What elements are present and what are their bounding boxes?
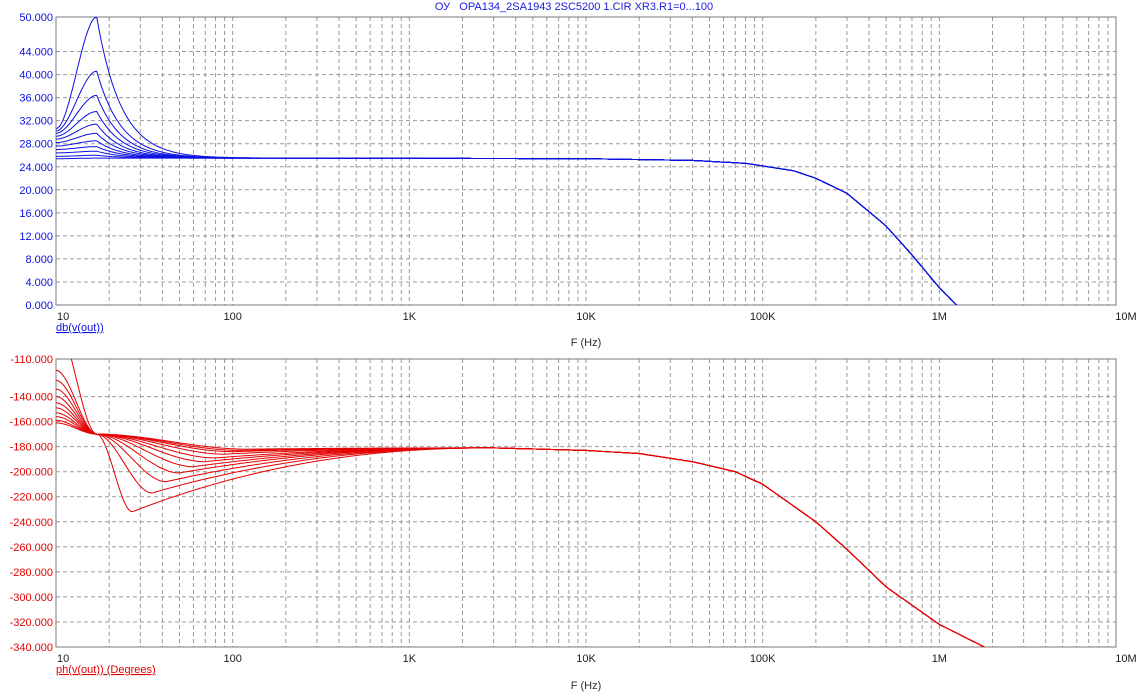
x-tick-label: 10M xyxy=(1115,653,1136,665)
y-tick-label: 8.000 xyxy=(25,254,53,266)
y-tick-label: -110.000 xyxy=(10,354,53,366)
series-line-10 xyxy=(56,154,957,305)
x-tick-label: 1K xyxy=(403,653,417,665)
series-line-11 xyxy=(56,422,985,647)
series-line-5 xyxy=(56,123,957,305)
series-line-4 xyxy=(56,111,957,305)
series-line-1 xyxy=(56,17,957,305)
y-tick-label: 36.000 xyxy=(19,93,53,105)
series-line-10 xyxy=(56,419,985,647)
y-tick-label: 16.000 xyxy=(19,208,53,220)
y-tick-label: -200.000 xyxy=(10,467,53,479)
y-axis-label: db(v(out)) xyxy=(56,322,104,334)
x-tick-label: 1M xyxy=(932,311,947,323)
series-line-1 xyxy=(70,359,985,647)
y-tick-label: -280.000 xyxy=(10,567,53,579)
chart-title: ОУ OPA134_2SA1943 2SC5200 1.CIR XR3.R1=0… xyxy=(434,1,714,13)
y-tick-label: 0.000 xyxy=(25,300,53,312)
series-line-8 xyxy=(56,146,957,305)
x-tick-label: 10 xyxy=(57,653,69,665)
series-line-4 xyxy=(56,388,985,647)
plot-frame xyxy=(55,358,1117,648)
x-tick-label: 1M xyxy=(932,653,947,665)
series-line-2 xyxy=(56,369,985,647)
series-line-2 xyxy=(56,70,957,305)
x-tick-label: 10M xyxy=(1115,311,1136,323)
x-tick-label: 100K xyxy=(750,653,776,665)
x-tick-label: 10K xyxy=(576,311,596,323)
y-tick-label: 50.000 xyxy=(19,12,53,24)
x-axis-label: F (Hz) xyxy=(571,680,602,692)
x-tick-label: 10K xyxy=(576,653,596,665)
y-tick-label: -240.000 xyxy=(10,517,53,529)
x-axis-label: F (Hz) xyxy=(571,337,602,349)
x-tick-label: 1K xyxy=(403,311,417,323)
y-tick-label: 24.000 xyxy=(19,162,53,174)
y-tick-label: -300.000 xyxy=(10,592,53,604)
series-line-7 xyxy=(56,140,957,305)
y-tick-label: -260.000 xyxy=(10,542,53,554)
series-group xyxy=(56,17,957,305)
y-tick-label: -160.000 xyxy=(10,417,53,429)
y-tick-label: -140.000 xyxy=(10,392,53,404)
y-tick-label: 28.000 xyxy=(19,139,53,151)
grid xyxy=(56,17,1116,305)
grid xyxy=(56,359,1116,647)
series-group xyxy=(56,359,985,647)
plot-frame xyxy=(55,16,1117,306)
series-line-3 xyxy=(56,379,985,647)
series-line-11 xyxy=(56,157,957,305)
y-tick-label: -320.000 xyxy=(10,617,53,629)
y-tick-label: 40.000 xyxy=(19,70,53,82)
y-tick-label: 20.000 xyxy=(19,185,53,197)
series-line-7 xyxy=(56,407,985,647)
series-line-3 xyxy=(56,94,957,305)
panel-phase: -110.000 -140.000 -160.000 -180.000 -200.000… xyxy=(10,354,1137,692)
y-tick-label: 44.000 xyxy=(19,47,53,59)
y-tick-label: -220.000 xyxy=(10,492,53,504)
panel-magnitude: 50.000 44.000 40.000 36.000 32.000 28.000 24.0… xyxy=(19,12,1136,349)
y-axis-label: ph(v(out)) (Degrees) xyxy=(56,664,156,676)
y-tick-label: 32.000 xyxy=(19,116,53,128)
series-line-6 xyxy=(56,402,985,647)
x-tick-label: 100 xyxy=(223,311,241,323)
x-tick-label: 10 xyxy=(57,311,69,323)
y-tick-label: 4.000 xyxy=(25,277,53,289)
y-tick-label: -340.000 xyxy=(10,642,53,654)
series-line-6 xyxy=(56,132,957,305)
x-tick-label: 100K xyxy=(750,311,776,323)
y-tick-label: 12.000 xyxy=(19,231,53,243)
y-tick-label: -180.000 xyxy=(10,442,53,454)
x-tick-label: 100 xyxy=(223,653,241,665)
